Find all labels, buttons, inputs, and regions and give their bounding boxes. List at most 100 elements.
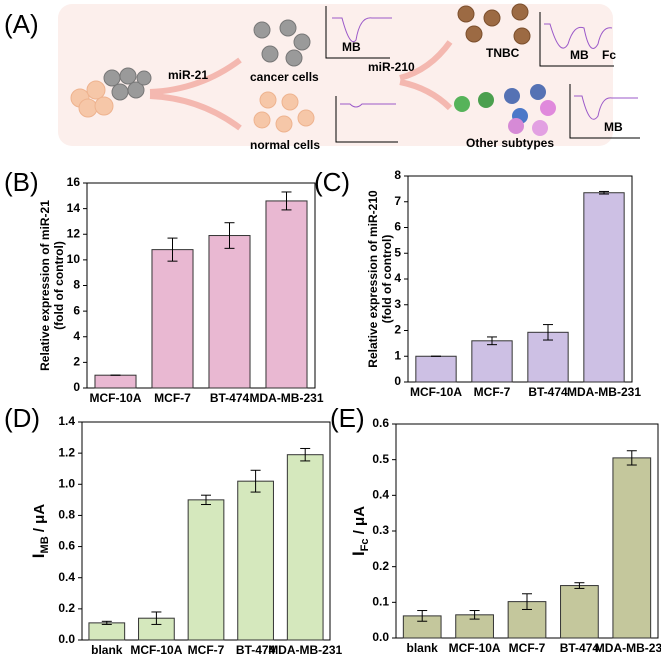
label: normal cells xyxy=(250,138,320,152)
y-tick-label: 7 xyxy=(394,194,401,208)
cells-cancer-mixed xyxy=(103,67,152,101)
y-tick-label: 10 xyxy=(67,252,81,266)
y-tick-label: 1 xyxy=(394,348,401,362)
y-axis-label: IMB / μA xyxy=(29,504,50,559)
error-bar xyxy=(101,620,112,625)
y-tick-label: 0.5 xyxy=(372,452,389,466)
signal-curve xyxy=(574,95,638,120)
error-bar xyxy=(201,494,211,506)
cells-normal xyxy=(253,91,315,133)
axes xyxy=(539,12,614,67)
y-axis-label: IFc / μA xyxy=(349,506,370,556)
label: Other subtypes xyxy=(466,136,554,150)
y-tick-label: 0.2 xyxy=(372,559,389,573)
axes xyxy=(569,84,640,139)
error-bar xyxy=(151,611,162,625)
cells-tnbc xyxy=(457,3,531,45)
bar xyxy=(415,355,457,383)
y-tick-label: 0.6 xyxy=(58,539,75,553)
y-axis-label: (fold of control) xyxy=(52,241,66,330)
panel-label: (B) xyxy=(4,167,39,197)
x-tick-label: BT-474 xyxy=(560,641,600,655)
error-bar xyxy=(469,610,480,620)
x-tick-label: MCF-7 xyxy=(509,641,546,655)
bar xyxy=(208,235,251,389)
x-tick-label: MCF-10A xyxy=(449,641,501,655)
bar xyxy=(583,192,625,383)
error-bar xyxy=(522,593,532,610)
panel-label: (E) xyxy=(330,403,365,433)
bar xyxy=(612,457,652,639)
x-tick-label: MCF-10A xyxy=(89,391,141,405)
y-tick-label: 2 xyxy=(73,355,80,369)
y-tick-label: 4 xyxy=(73,329,80,343)
axes xyxy=(335,96,398,143)
x-tick-label: MCF-10A xyxy=(130,643,182,657)
y-tick-label: 0.0 xyxy=(372,630,389,644)
error-bar xyxy=(281,191,292,211)
error-bar xyxy=(417,610,428,622)
bar xyxy=(560,585,599,639)
error-bar xyxy=(574,582,585,589)
bar xyxy=(471,340,513,383)
x-tick-label: MCF-7 xyxy=(474,385,511,399)
arrow xyxy=(149,93,242,131)
bar xyxy=(187,499,225,641)
y-tick-label: 2 xyxy=(394,323,401,337)
x-tick-label: MDA-MB-231 xyxy=(595,641,661,655)
error-bar xyxy=(487,336,497,346)
y-tick-label: 0.2 xyxy=(58,601,75,615)
x-tick-label: blank xyxy=(91,643,123,657)
y-axis-label: Relative expression of miR-21 xyxy=(38,200,52,371)
error-bar xyxy=(300,447,311,462)
y-tick-label: 1.4 xyxy=(58,414,75,428)
y-tick-label: 1.2 xyxy=(58,445,75,459)
panel-label: (D) xyxy=(4,403,40,433)
y-tick-label: 4 xyxy=(394,271,401,285)
y-tick-label: 12 xyxy=(67,226,81,240)
y-label-main: I xyxy=(29,553,48,558)
y-tick-label: 0.6 xyxy=(372,416,389,430)
y-tick-label: 6 xyxy=(394,220,401,234)
label: MB xyxy=(604,120,623,134)
cells-mixed xyxy=(70,80,114,118)
y-tick-label: 5 xyxy=(394,245,401,259)
bar xyxy=(237,480,274,641)
y-tick-label: 0 xyxy=(73,380,80,394)
x-tick-label: blank xyxy=(407,641,439,655)
signal-curve xyxy=(340,103,396,108)
error-bar xyxy=(167,237,178,262)
x-tick-label: BT-474 xyxy=(210,391,250,405)
y-label-sub: Fc xyxy=(359,538,371,551)
label: MB xyxy=(570,48,589,62)
cells-other xyxy=(454,84,556,136)
error-bar xyxy=(250,469,261,493)
error-bar xyxy=(543,324,553,341)
bar xyxy=(88,622,126,641)
y-axis-label: (fold of control) xyxy=(380,235,394,324)
cells-cancer xyxy=(253,19,311,67)
y-tick-label: 8 xyxy=(394,168,401,182)
y-tick-label: 0.8 xyxy=(58,508,75,522)
panel-label: (C) xyxy=(314,167,350,197)
y-tick-label: 1.0 xyxy=(58,476,75,490)
label: miR-21 xyxy=(168,68,208,82)
label: TNBC xyxy=(486,46,520,60)
y-tick-label: 3 xyxy=(394,297,401,311)
panel-label: (A) xyxy=(4,9,39,39)
y-label-unit: / μA xyxy=(351,506,368,539)
label: cancer cells xyxy=(250,70,319,84)
y-tick-label: 0.0 xyxy=(58,632,75,646)
error-bar xyxy=(626,450,637,466)
y-label-sub: MB xyxy=(39,536,51,553)
arrow xyxy=(399,40,453,81)
bar xyxy=(94,374,137,389)
x-tick-label: MCF-10A xyxy=(410,385,462,399)
error-bar xyxy=(599,190,609,195)
y-tick-label: 0.4 xyxy=(372,488,389,502)
x-tick-label: MCF-7 xyxy=(188,643,225,657)
bar xyxy=(151,249,194,389)
y-tick-label: 14 xyxy=(67,201,81,215)
y-tick-label: 6 xyxy=(73,303,80,317)
label: miR-210 xyxy=(368,60,415,74)
